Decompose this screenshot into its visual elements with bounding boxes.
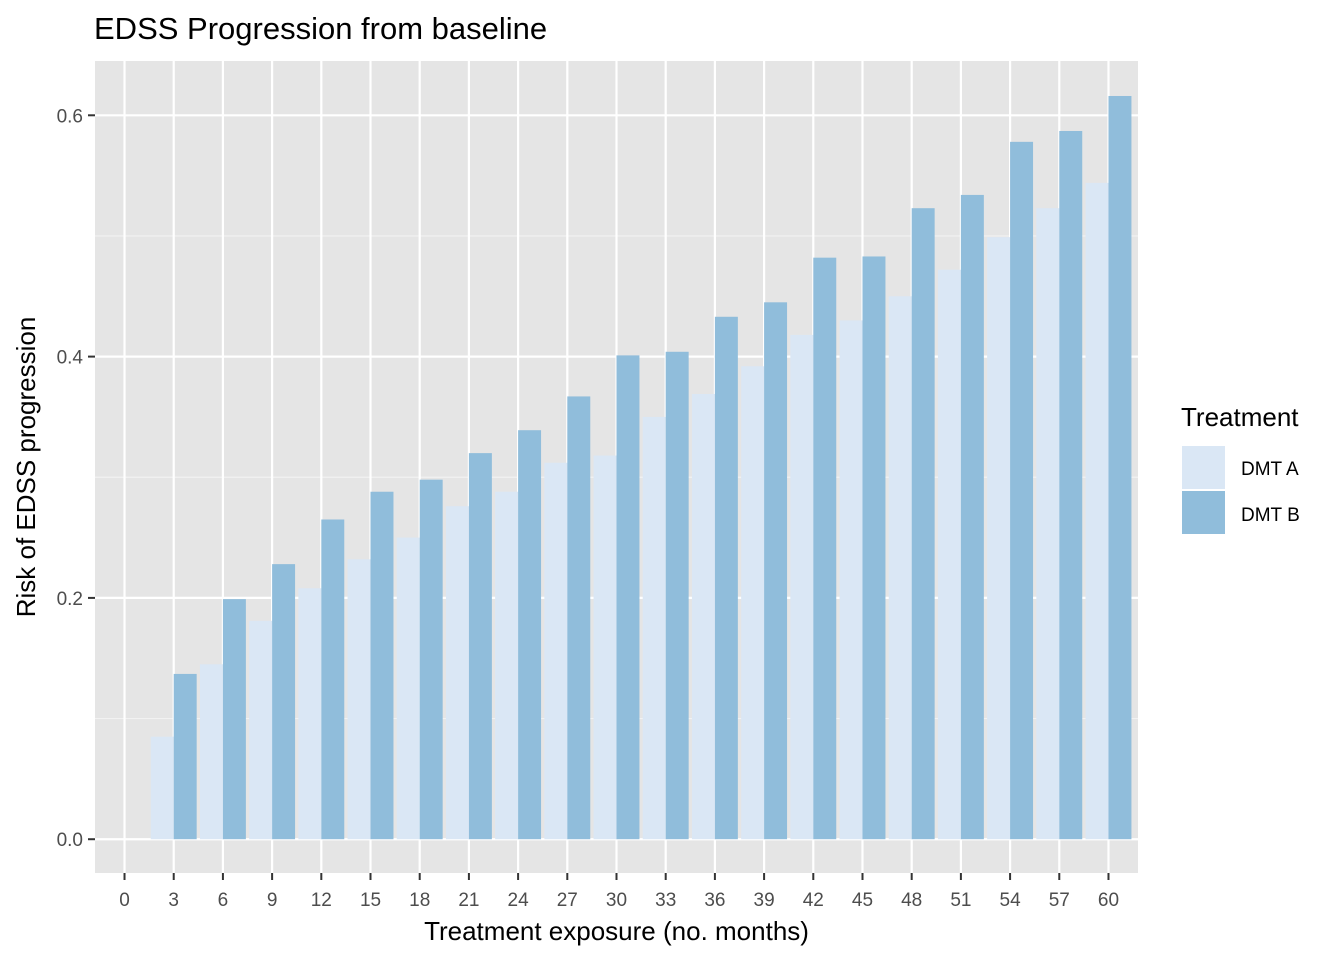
- bar-dmt-b-48: [911, 208, 935, 840]
- legend: Treatment DMT A DMT B: [1181, 402, 1300, 535]
- x-tick-label: 18: [409, 890, 430, 911]
- bar-dmt-a-33: [642, 416, 666, 840]
- bar-dmt-a-30: [593, 455, 617, 840]
- bar-dmt-b-45: [862, 256, 886, 840]
- bar-dmt-b-60: [1108, 95, 1132, 840]
- bar-dmt-b-6: [222, 599, 246, 840]
- bar-dmt-a-51: [937, 269, 961, 840]
- bar-dmt-a-3: [150, 736, 174, 840]
- bar-dmt-b-54: [1010, 141, 1034, 840]
- bar-dmt-a-6: [199, 664, 223, 840]
- legend-title: Treatment: [1181, 402, 1299, 432]
- x-tick-label: 3: [168, 890, 179, 911]
- x-tick-label: 39: [754, 890, 775, 911]
- y-tick-label: 0.2: [57, 589, 83, 610]
- bar-dmt-a-18: [396, 537, 420, 840]
- bar-dmt-a-48: [888, 296, 912, 840]
- bar-dmt-b-9: [272, 564, 296, 840]
- x-tick-label: 42: [803, 890, 824, 911]
- x-tick-label: 0: [119, 890, 130, 911]
- bar-dmt-b-15: [370, 491, 394, 840]
- bar-dmt-a-27: [544, 462, 568, 840]
- bars: [150, 95, 1132, 840]
- x-tick-label: 27: [557, 890, 578, 911]
- bar-dmt-b-24: [518, 430, 542, 840]
- x-tick-label: 60: [1098, 890, 1119, 911]
- bar-dmt-a-54: [987, 237, 1011, 840]
- bar-dmt-b-57: [1059, 130, 1083, 840]
- bar-dmt-a-24: [495, 491, 519, 840]
- x-tick-label: 54: [1000, 890, 1022, 911]
- legend-label-dmt-b: DMT B: [1241, 505, 1300, 526]
- y-axis: 0.0 0.2 0.4 0.6: [57, 106, 95, 851]
- x-tick-label: 15: [360, 890, 381, 911]
- bar-dmt-a-42: [790, 334, 814, 840]
- chart-title: EDSS Progression from baseline: [94, 11, 547, 46]
- bar-dmt-b-21: [468, 453, 492, 840]
- bar-dmt-a-9: [249, 620, 273, 840]
- bar-dmt-b-27: [567, 396, 591, 840]
- bar-dmt-a-60: [1085, 182, 1109, 840]
- x-tick-label: 6: [218, 890, 229, 911]
- x-tick-label: 48: [901, 890, 922, 911]
- x-axis: 0 3 6 9 12 15 18 21 24 27 30 33 36 39 42 45 48 51 54 57 60: [119, 873, 1119, 911]
- bar-dmt-a-15: [347, 559, 371, 840]
- legend-key-dmt-a: [1182, 446, 1225, 489]
- x-tick-label: 45: [852, 890, 873, 911]
- x-tick-label: 57: [1049, 890, 1070, 911]
- bar-dmt-b-51: [960, 194, 984, 840]
- bar-dmt-a-45: [839, 320, 863, 840]
- bar-dmt-b-12: [321, 519, 345, 840]
- x-tick-label: 21: [458, 890, 479, 911]
- x-tick-label: 36: [704, 890, 725, 911]
- bar-dmt-b-3: [173, 673, 197, 840]
- bar-dmt-b-39: [764, 302, 788, 840]
- x-tick-label: 24: [508, 890, 530, 911]
- x-tick-label: 30: [606, 890, 627, 911]
- bar-dmt-a-39: [741, 366, 765, 840]
- bar-dmt-a-21: [445, 506, 469, 840]
- x-tick-label: 9: [267, 890, 278, 911]
- bar-dmt-b-33: [665, 351, 689, 840]
- bar-dmt-b-18: [419, 479, 443, 840]
- x-axis-title: Treatment exposure (no. months): [424, 916, 809, 946]
- y-tick-label: 0.6: [57, 106, 83, 127]
- bar-dmt-a-57: [1036, 208, 1060, 840]
- bar-dmt-b-42: [813, 257, 837, 840]
- bar-dmt-b-36: [714, 316, 738, 840]
- legend-key-dmt-b: [1182, 491, 1225, 534]
- bar-dmt-a-12: [298, 588, 322, 840]
- x-tick-label: 33: [655, 890, 676, 911]
- bar-dmt-a-36: [691, 394, 715, 840]
- legend-label-dmt-a: DMT A: [1241, 459, 1299, 480]
- x-tick-label: 12: [311, 890, 332, 911]
- y-tick-label: 0.4: [57, 348, 84, 369]
- x-tick-label: 51: [950, 890, 971, 911]
- y-tick-label: 0.0: [57, 830, 83, 851]
- bar-dmt-b-30: [616, 355, 640, 840]
- y-axis-title: Risk of EDSS progression: [11, 317, 41, 618]
